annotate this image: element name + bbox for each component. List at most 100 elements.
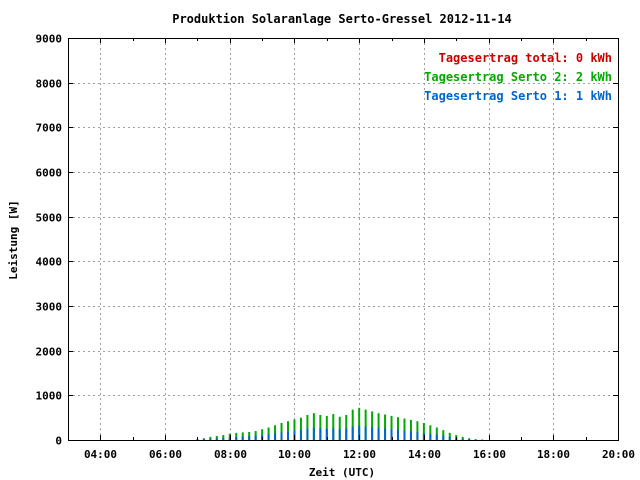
bar-series-2 <box>435 434 438 440</box>
bar-series-1 <box>312 413 315 440</box>
x-tick-label: 10:00 <box>278 448 311 461</box>
bar-series-1 <box>364 409 367 440</box>
y-tick-label: 9000 <box>36 33 63 46</box>
bar-series-2 <box>377 427 380 440</box>
bar-series-2 <box>280 432 283 440</box>
bar-series-1 <box>422 423 425 440</box>
grid-layer <box>68 38 618 440</box>
bar-series-2 <box>351 426 354 440</box>
bar-series-1 <box>222 435 225 440</box>
bar-series-2 <box>358 425 361 440</box>
bar-series-1 <box>461 436 464 440</box>
y-tick-label: 8000 <box>36 78 63 91</box>
bar-series-1 <box>280 423 283 440</box>
bar-series-2 <box>215 438 218 440</box>
x-tick-label: 18:00 <box>537 448 570 461</box>
bar-series-2 <box>371 427 374 440</box>
y-tick-label: 0 <box>55 435 62 448</box>
bar-series-1 <box>403 418 406 440</box>
x-tick-label: 16:00 <box>473 448 506 461</box>
legend: Tagesertrag total: 0 kWh Tagesertrag Sert… <box>424 51 612 103</box>
bar-series-1 <box>299 417 302 440</box>
bar-series-2 <box>390 429 393 440</box>
bar-series-1 <box>397 417 399 440</box>
y-tick-label: 6000 <box>36 167 63 180</box>
bar-series-2 <box>306 428 309 440</box>
bar-series-2 <box>228 437 231 440</box>
legend-entry: Tagesertrag Serto 2: 2 kWh <box>424 70 612 84</box>
y-tick-label: 1000 <box>36 390 63 403</box>
bar-series-1 <box>274 425 277 440</box>
bar-series-2 <box>222 437 225 440</box>
axes-layer: 0 1000 2000 3000 4000 5000 6000 7000 8000 9000 04:… <box>36 33 636 462</box>
bar-series-2 <box>384 428 387 440</box>
bar-series-2 <box>416 431 419 440</box>
bar-series-1 <box>332 414 335 440</box>
bar-series-1 <box>409 419 412 440</box>
y-tick-label: 2000 <box>36 346 63 359</box>
bar-series-2 <box>241 436 244 440</box>
bar-series-2 <box>409 431 412 440</box>
bar-series-2 <box>209 438 212 440</box>
bar-series-1 <box>306 414 309 440</box>
bar-series-2 <box>267 434 270 440</box>
bar-series-1 <box>390 415 393 440</box>
bar-series-2 <box>338 429 341 440</box>
bar-series-1 <box>293 419 296 440</box>
bar-series-1 <box>371 411 374 440</box>
bar-series-1 <box>215 435 218 440</box>
y-tick-label: 7000 <box>36 122 63 135</box>
bar-series-2 <box>312 427 315 440</box>
x-tick-label: 20:00 <box>602 448 635 461</box>
x-tick-label: 14:00 <box>408 448 441 461</box>
bar-series-1 <box>209 436 212 440</box>
bar-series-1 <box>351 409 354 440</box>
bar-series-2 <box>397 429 399 440</box>
bar-series-2 <box>202 439 205 440</box>
x-tick-label: 12:00 <box>343 448 376 461</box>
bar-series-2 <box>274 433 277 440</box>
bar-series-2 <box>319 428 322 440</box>
bar-series-1 <box>358 407 361 440</box>
y-tick-label: 5000 <box>36 212 63 225</box>
bar-series-1 <box>267 427 270 440</box>
legend-entry: Tagesertrag total: 0 kWh <box>439 51 612 65</box>
bar-series-1 <box>325 415 328 440</box>
bar-series-1 <box>235 432 238 440</box>
plot-frame <box>68 38 619 441</box>
bar-series-1 <box>435 427 438 440</box>
bar-series-1 <box>345 414 348 440</box>
bar-series-2 <box>461 438 464 440</box>
bar-series-1 <box>241 432 244 440</box>
y-axis-label: Leistung [W] <box>7 200 20 279</box>
bar-series-2 <box>448 436 451 440</box>
bar-series-1 <box>442 430 445 440</box>
bar-series-1 <box>261 429 264 440</box>
bar-series-2 <box>442 435 445 440</box>
bars-layer <box>196 407 484 440</box>
bar-series-1 <box>448 432 451 440</box>
x-tick-label: 04:00 <box>84 448 117 461</box>
y-tick-label: 4000 <box>36 256 63 269</box>
bar-series-1 <box>319 414 322 440</box>
y-tick-label: 3000 <box>36 301 63 314</box>
bar-series-2 <box>468 439 471 440</box>
bar-series-2 <box>403 430 406 440</box>
legend-entry: Tagesertrag Serto 1: 1 kWh <box>424 89 612 103</box>
bar-series-2 <box>248 435 251 440</box>
bar-series-1 <box>468 438 471 440</box>
bar-series-2 <box>422 432 425 440</box>
bar-series-2 <box>345 428 348 440</box>
bar-series-1 <box>429 425 432 440</box>
bar-series-1 <box>287 421 289 440</box>
x-axis-label: Zeit (UTC) <box>309 466 375 479</box>
bar-series-2 <box>332 428 335 440</box>
x-tick-label: 08:00 <box>214 448 247 461</box>
bar-series-2 <box>325 428 328 440</box>
chart-title: Produktion Solaranlage Serto-Gressel 201… <box>172 12 512 26</box>
bar-series-2 <box>287 431 289 440</box>
x-tick-label: 06:00 <box>149 448 182 461</box>
bar-series-1 <box>384 414 387 440</box>
bar-series-1 <box>248 431 251 440</box>
